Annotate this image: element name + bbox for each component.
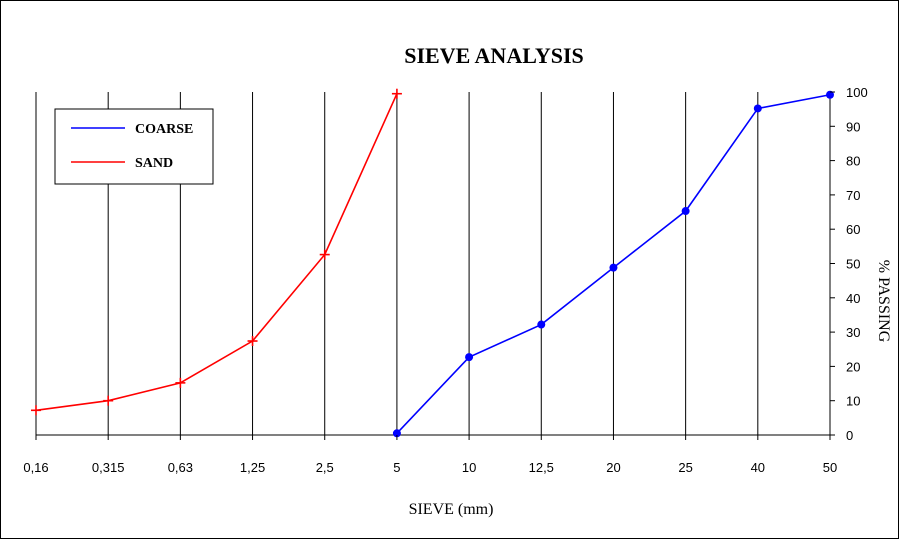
legend-label-coarse: COARSE (135, 122, 193, 137)
data-point (392, 429, 401, 438)
data-point (103, 395, 114, 406)
y-tick-label: 80 (846, 154, 860, 169)
data-point (31, 405, 41, 416)
series-sand (31, 88, 402, 416)
y-tick-label: 100 (846, 85, 868, 100)
data-point (609, 263, 618, 272)
data-point (537, 320, 546, 329)
data-point (681, 207, 690, 216)
legend-box (54, 108, 214, 185)
y-axis-label: % PASSING (875, 260, 892, 343)
series-coarse (392, 90, 834, 438)
x-axis-label: SIEVE (mm) (409, 501, 494, 518)
data-point (826, 90, 834, 99)
x-tick-label: 0,315 (92, 460, 125, 475)
y-tick-label: 90 (846, 119, 860, 134)
data-point (391, 88, 402, 99)
y-tick-label: 30 (846, 325, 860, 340)
data-point (175, 377, 186, 388)
x-tick-label: 25 (678, 460, 692, 475)
x-tick-label: 12,5 (529, 460, 554, 475)
y-tick-labels: 0 10 20 30 40 50 60 70 80 90 100 (830, 85, 868, 443)
y-tick-label: 40 (846, 291, 860, 306)
x-tick-label: 2,5 (316, 460, 334, 475)
x-tick-label: 10 (462, 460, 476, 475)
y-tick-label: 60 (846, 222, 860, 237)
x-tick-label: 0,16 (23, 460, 48, 475)
data-point (247, 336, 258, 347)
x-tick-label: 40 (751, 460, 765, 475)
series-layer (31, 88, 834, 438)
x-tick-label: 1,25 (240, 460, 265, 475)
x-tick-label: 50 (823, 460, 837, 475)
x-tick-label: 5 (393, 460, 400, 475)
y-tick-label: 0 (846, 428, 853, 443)
y-tick-label: 70 (846, 188, 860, 203)
y-tick-label: 50 (846, 257, 860, 272)
x-tick-labels: 0,16 0,315 0,63 1,25 2,5 5 10 12,5 20 25 40 50 (23, 435, 837, 475)
x-tick-label: 20 (606, 460, 620, 475)
x-tick-label: 0,63 (168, 460, 193, 475)
data-point (319, 249, 330, 260)
y-tick-label: 10 (846, 394, 860, 409)
data-point (753, 104, 762, 113)
data-point (465, 353, 474, 362)
legend-label-sand: SAND (135, 156, 173, 171)
chart-title: SIEVE ANALYSIS (404, 43, 584, 68)
series-line-sand (35, 93, 398, 412)
y-tick-label: 20 (846, 359, 860, 374)
legend: COARSE SAND (54, 108, 214, 185)
